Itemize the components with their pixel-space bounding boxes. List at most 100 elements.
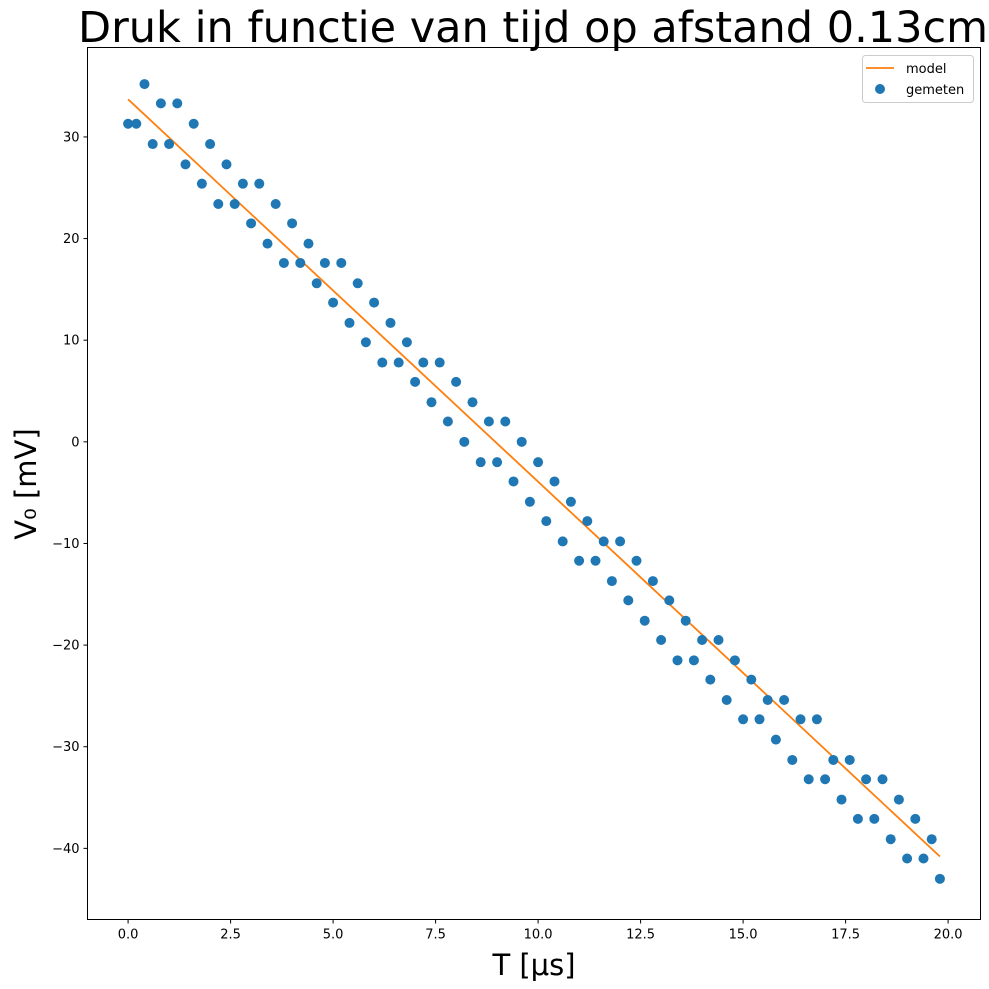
legend-gemeten-label: gemeten xyxy=(906,83,964,98)
data-point-gemeten xyxy=(918,853,929,864)
data-point-gemeten xyxy=(500,416,511,427)
data-point-gemeten xyxy=(418,357,429,368)
model-line xyxy=(127,98,941,858)
data-point-gemeten xyxy=(344,317,355,328)
data-point-gemeten xyxy=(910,813,921,824)
x-tick-label: 10.0 xyxy=(524,928,553,943)
data-point-gemeten xyxy=(369,297,380,308)
data-point-gemeten xyxy=(582,516,593,527)
data-point-gemeten xyxy=(541,516,552,527)
data-point-gemeten xyxy=(565,496,576,507)
data-point-gemeten xyxy=(360,337,371,348)
data-point-gemeten xyxy=(828,754,839,765)
data-point-gemeten xyxy=(352,278,363,289)
data-point-gemeten xyxy=(278,257,289,268)
x-tick-label: 0.0 xyxy=(118,928,139,943)
x-tick-label: 12.5 xyxy=(626,928,655,943)
data-point-gemeten xyxy=(237,178,248,189)
data-point-gemeten xyxy=(131,118,142,129)
chart-title: Druk in functie van tijd op afstand 0.13… xyxy=(78,3,988,53)
data-point-gemeten xyxy=(205,139,216,150)
y-tick-label: 20 xyxy=(63,232,80,247)
y-tick-label: 0 xyxy=(71,435,79,450)
data-point-gemeten xyxy=(885,834,896,845)
data-point-gemeten xyxy=(319,257,330,268)
x-tick-label: 20.0 xyxy=(934,928,963,943)
y-axis-label: V₀ [mV] xyxy=(9,428,43,539)
data-point-gemeten xyxy=(606,576,617,587)
data-point-gemeten xyxy=(221,159,232,170)
data-point-gemeten xyxy=(426,397,437,408)
data-point-gemeten xyxy=(270,199,281,210)
data-point-gemeten xyxy=(213,199,224,210)
data-point-gemeten xyxy=(557,536,568,547)
data-point-gemeten xyxy=(926,834,937,845)
data-point-gemeten xyxy=(787,754,798,765)
data-point-gemeten xyxy=(475,457,486,468)
data-point-gemeten xyxy=(844,754,855,765)
data-point-gemeten xyxy=(377,357,388,368)
data-point-gemeten xyxy=(533,457,544,468)
data-point-gemeten xyxy=(180,159,191,170)
data-point-gemeten xyxy=(123,118,134,129)
data-point-gemeten xyxy=(442,416,453,427)
data-point-gemeten xyxy=(164,139,175,150)
y-tick-label: −20 xyxy=(52,639,79,654)
data-point-gemeten xyxy=(139,79,150,90)
data-point-gemeten xyxy=(852,813,863,824)
data-point-gemeten xyxy=(877,774,888,785)
data-point-gemeten xyxy=(672,655,683,666)
data-point-gemeten xyxy=(902,853,913,864)
data-point-gemeten xyxy=(188,118,199,129)
x-tick-label: 7.5 xyxy=(425,928,446,943)
data-point-gemeten xyxy=(795,714,806,725)
data-point-gemeten xyxy=(836,794,847,805)
data-point-gemeten xyxy=(549,476,560,487)
data-point-gemeten xyxy=(147,139,158,150)
data-point-gemeten xyxy=(934,873,945,884)
data-point-gemeten xyxy=(893,794,904,805)
data-point-gemeten xyxy=(336,257,347,268)
data-point-gemeten xyxy=(598,536,609,547)
data-point-gemeten xyxy=(721,694,732,705)
data-point-gemeten xyxy=(246,218,257,229)
data-point-gemeten xyxy=(762,694,773,705)
data-point-gemeten xyxy=(196,178,207,189)
y-tick-label: 10 xyxy=(63,334,80,349)
y-tick-label: −40 xyxy=(52,842,79,857)
data-point-gemeten xyxy=(738,714,749,725)
data-point-gemeten xyxy=(688,655,699,666)
data-point-gemeten xyxy=(639,615,650,626)
data-point-gemeten xyxy=(770,734,781,745)
data-point-gemeten xyxy=(287,218,298,229)
data-point-gemeten xyxy=(623,595,634,606)
y-tick-label: −10 xyxy=(52,537,79,552)
data-point-gemeten xyxy=(729,655,740,666)
data-point-gemeten xyxy=(172,98,183,109)
legend: model gemeten xyxy=(862,55,974,103)
y-tick-label: −30 xyxy=(52,740,79,755)
data-point-gemeten xyxy=(492,457,503,468)
axes-frame xyxy=(87,47,981,920)
y-tick-label: 30 xyxy=(63,130,80,145)
data-point-gemeten xyxy=(803,774,814,785)
data-point-gemeten xyxy=(590,555,601,566)
data-point-gemeten xyxy=(713,635,724,646)
data-point-gemeten xyxy=(155,98,166,109)
x-tick-label: 5.0 xyxy=(323,928,344,943)
data-point-gemeten xyxy=(262,238,273,249)
data-point-gemeten xyxy=(483,416,494,427)
data-point-gemeten xyxy=(861,774,872,785)
x-tick-label: 15.0 xyxy=(729,928,758,943)
data-point-gemeten xyxy=(754,714,765,725)
x-axis-label: T [μs] xyxy=(491,948,575,982)
data-point-gemeten xyxy=(705,674,716,685)
data-point-gemeten xyxy=(524,496,535,507)
data-point-gemeten xyxy=(811,714,822,725)
data-point-gemeten xyxy=(574,555,585,566)
legend-model-label: model xyxy=(906,62,946,77)
x-tick-label: 2.5 xyxy=(220,928,241,943)
data-point-gemeten xyxy=(508,476,519,487)
